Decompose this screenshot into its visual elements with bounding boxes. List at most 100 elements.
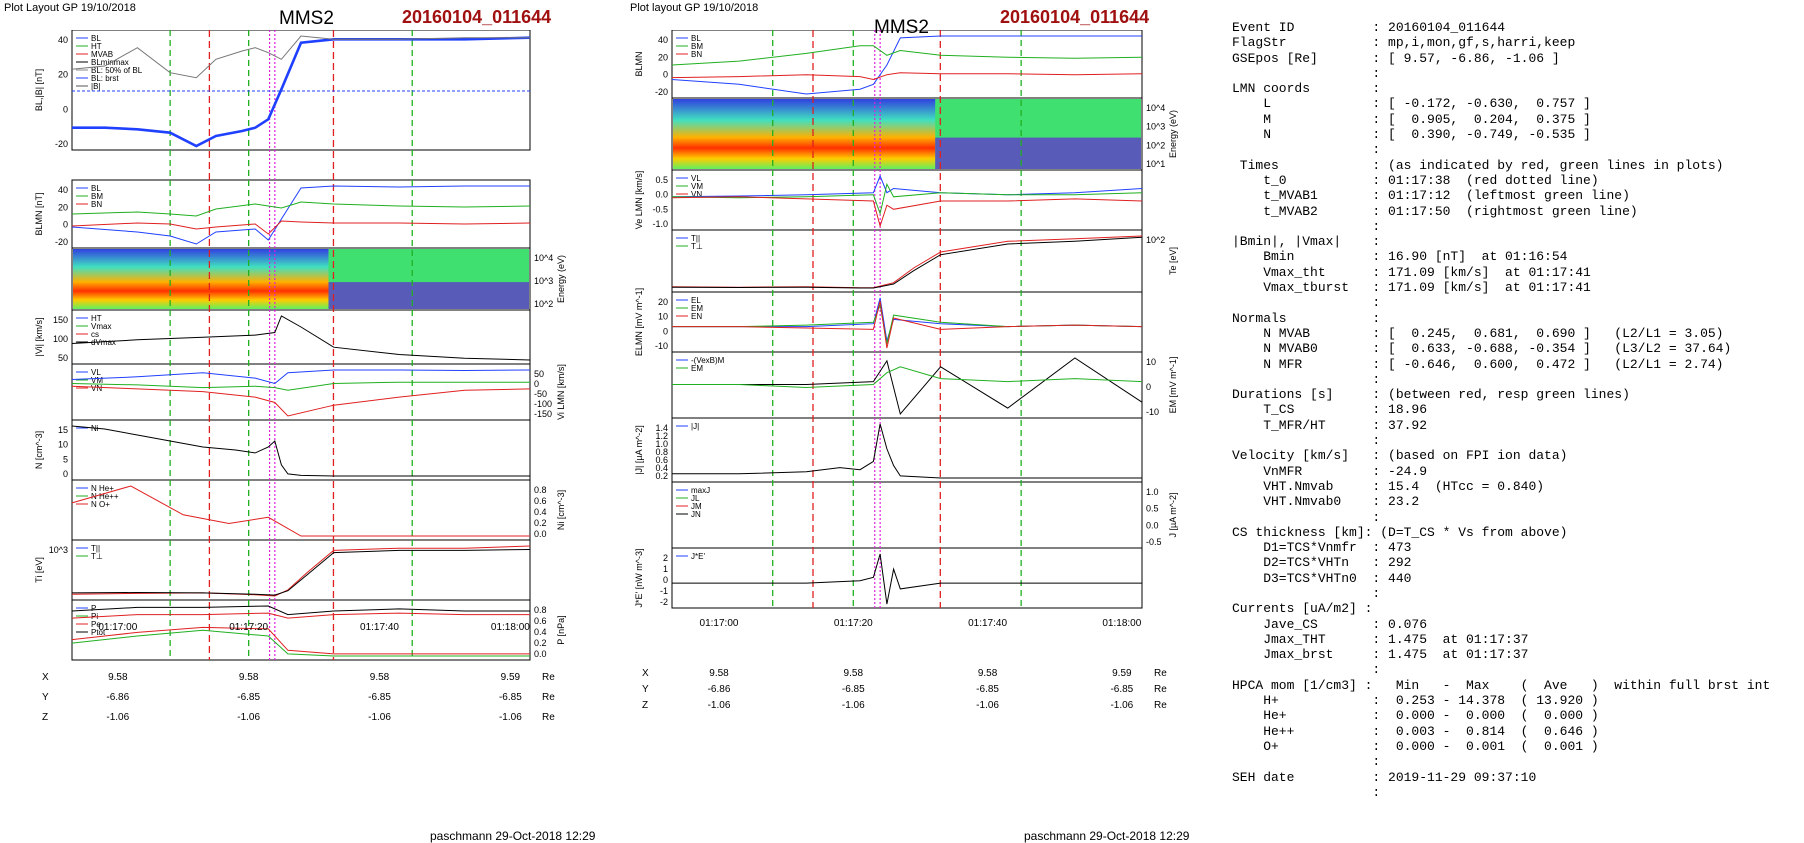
summary-line: N MFR : [ -0.646, 0.600, 0.472 ] (L2/L1 … bbox=[1263, 356, 1724, 372]
coord-value: -6.85 bbox=[499, 692, 522, 703]
y-tick-label: 0.2 bbox=[655, 471, 668, 481]
y-axis-label: BLMN bbox=[634, 51, 644, 76]
y-tick-label: -1.0 bbox=[652, 219, 668, 229]
summary-line: HPCA mom [1/cm3] : Min - Max ( Ave ) wit… bbox=[1232, 677, 1771, 693]
summary-line: : bbox=[1372, 295, 1381, 311]
series-bn bbox=[671, 72, 1143, 81]
right-spacecraft-title: MMS2 bbox=[874, 17, 929, 38]
summary-line: Vmax_tburst : 171.09 [km/s] at 01:17:41 bbox=[1263, 280, 1591, 296]
coord-row-label: Y bbox=[42, 692, 49, 703]
summary-line: D1=TCS*Vnmfr : 473 bbox=[1263, 540, 1412, 556]
y-axis-label: BL,|B| [nT] bbox=[34, 69, 44, 111]
y-axis-label: Ti [eV] bbox=[34, 557, 44, 583]
legend-label: HT bbox=[91, 42, 102, 51]
legend-label: -(VexB)M bbox=[691, 356, 725, 365]
coord-unit: Re bbox=[1154, 684, 1167, 695]
y-tick-label: 10^3 bbox=[534, 276, 553, 286]
legend-label: BL bbox=[91, 184, 101, 193]
legend-label: P bbox=[91, 604, 96, 613]
y-tick-label: 1 bbox=[663, 564, 668, 574]
legend-label: VM bbox=[691, 182, 703, 191]
summary-line: : bbox=[1372, 218, 1381, 234]
summary-line: D2=TCS*VHTn : 292 bbox=[1263, 555, 1412, 571]
y-tick-label: 0.4 bbox=[534, 507, 547, 517]
series-vl bbox=[671, 174, 1143, 198]
left-plot-header: Plot Layout GP 19/10/2018 bbox=[4, 2, 136, 14]
y-tick-label: -20 bbox=[55, 237, 68, 247]
summary-line: VHT.Nmvab0 : 23.2 bbox=[1263, 494, 1420, 510]
summary-line: M : [ 0.905, 0.204, 0.375 ] bbox=[1263, 111, 1591, 127]
left-spacecraft-title: MMS2 bbox=[279, 8, 334, 29]
panel-frame bbox=[71, 419, 531, 481]
y-tick-label: 0.8 bbox=[534, 485, 547, 495]
coord-unit: Re bbox=[542, 712, 555, 723]
summary-line: Normals : bbox=[1232, 310, 1381, 326]
coord-row-label: Z bbox=[42, 712, 48, 723]
y-axis-label: BLMN [nT] bbox=[34, 192, 44, 235]
summary-line: LMN coords : bbox=[1232, 81, 1381, 97]
y-axis-label: N [cm^-3] bbox=[34, 431, 44, 469]
time-tick-label: 01:18:00 bbox=[1102, 618, 1141, 629]
legend-label: J*E' bbox=[691, 552, 705, 561]
y-axis-label: Energy (eV) bbox=[1168, 110, 1178, 158]
y-tick-label: 40 bbox=[658, 35, 668, 45]
legend-label: VL bbox=[91, 368, 101, 377]
panel-frame bbox=[671, 481, 1143, 549]
legend-label: T|| bbox=[91, 544, 100, 553]
y-axis-label: J [µA m^-2] bbox=[1168, 493, 1178, 538]
summary-line: FlagStr : mp,i,mon,gf,s,harri,keep bbox=[1232, 35, 1576, 51]
coord-value: 9.58 bbox=[239, 672, 259, 683]
right-event-id: 20160104_011644 bbox=[1000, 7, 1150, 27]
y-tick-label: -150 bbox=[534, 409, 552, 419]
coord-unit: Re bbox=[1154, 668, 1167, 679]
summary-line: VHT.Nmvab : 15.4 (HTcc = 0.840) bbox=[1263, 478, 1545, 494]
y-tick-label: 40 bbox=[58, 185, 68, 195]
legend-label: maxJ bbox=[691, 486, 710, 495]
series-vm bbox=[71, 381, 530, 391]
coord-value: -6.85 bbox=[976, 684, 999, 695]
y-tick-label: 1.4 bbox=[655, 423, 668, 433]
y-tick-label: 0.4 bbox=[534, 627, 547, 637]
y-tick-label: -10 bbox=[655, 341, 668, 351]
y-tick-label: 15 bbox=[58, 425, 68, 435]
coord-row-label: X bbox=[642, 668, 649, 679]
y-tick-label: 0.0 bbox=[534, 529, 547, 539]
summary-line: Jmax_THT : 1.475 at 01:17:37 bbox=[1263, 631, 1529, 647]
y-tick-label: -100 bbox=[534, 399, 552, 409]
y-tick-label: 0 bbox=[663, 326, 668, 336]
series-j-e- bbox=[672, 553, 1142, 605]
series-vl bbox=[71, 369, 531, 385]
legend-label: BM bbox=[691, 42, 703, 51]
series-bl bbox=[671, 35, 1142, 95]
summary-line: CS thickness [km]: (D=T_CS * Vs from abo… bbox=[1232, 524, 1568, 540]
y-tick-label: 0.0 bbox=[1146, 520, 1159, 530]
summary-line: Jave_CS : 0.076 bbox=[1263, 616, 1428, 632]
y-tick-label: 10^2 bbox=[534, 299, 553, 309]
y-tick-label: 0.0 bbox=[534, 649, 547, 659]
summary-line: SEH date : 2019-11-29 09:37:10 bbox=[1232, 769, 1537, 785]
y-tick-label: 0.6 bbox=[534, 616, 547, 626]
legend-label: |J| bbox=[691, 422, 699, 431]
legend-label: MVAB bbox=[91, 50, 113, 59]
legend-label: EL bbox=[691, 296, 701, 305]
panel-frame bbox=[671, 30, 1143, 99]
y-tick-label: 0 bbox=[63, 220, 68, 230]
y-tick-label: 0 bbox=[663, 575, 668, 585]
coord-value: 9.59 bbox=[1112, 668, 1132, 679]
y-tick-label: -20 bbox=[655, 87, 668, 97]
coord-row-label: X bbox=[42, 672, 49, 683]
series-ptot bbox=[71, 605, 530, 616]
spectrogram-low-energy bbox=[935, 137, 1141, 169]
legend-label: T|| bbox=[691, 234, 700, 243]
panel-frame bbox=[71, 179, 531, 249]
series-bn bbox=[71, 220, 531, 235]
coord-value: 9.58 bbox=[844, 668, 864, 679]
coord-value: -6.86 bbox=[708, 684, 731, 695]
coord-row-label: Y bbox=[642, 684, 649, 695]
summary-line: Event ID : 20160104_011644 bbox=[1232, 20, 1506, 35]
summary-line: : bbox=[1372, 371, 1381, 387]
y-tick-label: 20 bbox=[658, 52, 668, 62]
legend-label: dVmax bbox=[91, 338, 116, 347]
panel-frame bbox=[671, 417, 1143, 483]
y-tick-label: -20 bbox=[55, 139, 68, 149]
